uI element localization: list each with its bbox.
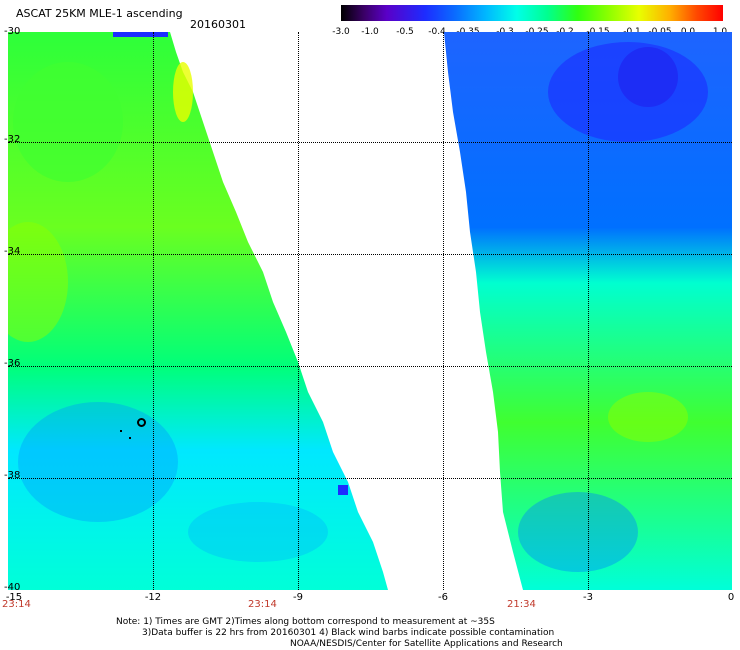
lat-label-32: -32 xyxy=(4,134,21,145)
lon-label-minus-9: -9 xyxy=(293,592,303,603)
colorbar-label: -1.0 xyxy=(361,27,379,37)
lon-label-minus-6: -6 xyxy=(438,592,448,603)
lon-label-0: 0 xyxy=(727,592,735,603)
colorbar-label: -0.4 xyxy=(428,27,446,37)
lon-label-minus-15: -15 xyxy=(5,592,23,603)
map-area xyxy=(8,32,732,590)
contamination-marker xyxy=(137,418,146,427)
lon-label-minus-3: -3 xyxy=(583,592,593,603)
date-text: 20160301 xyxy=(190,18,246,31)
time-label-right: 21:34 xyxy=(507,599,536,610)
left-swath xyxy=(8,32,388,590)
wind-barb-dot xyxy=(120,430,122,432)
lat-label-38: -38 xyxy=(4,470,21,481)
colorbar-label: -0.5 xyxy=(396,27,414,37)
lat-label-34: -34 xyxy=(4,246,21,257)
lat-label-36: -36 xyxy=(4,358,21,369)
note-line-1: Note: 1) Times are GMT 2)Times along bot… xyxy=(116,617,495,627)
lat-label-30: -30 xyxy=(4,26,21,37)
note-line-3: NOAA/NESDIS/Center for Satellite Applica… xyxy=(290,639,563,649)
lon-label-minus-12: -12 xyxy=(144,592,162,603)
wind-barb-dot xyxy=(129,437,131,439)
time-label-left: 23:14 xyxy=(2,599,31,610)
scatterometer-swaths xyxy=(8,32,732,590)
time-label-middle: 23:14 xyxy=(248,599,277,610)
colorbar-label: -3.0 xyxy=(332,27,350,37)
colorbar xyxy=(341,5,723,21)
title-text: ASCAT 25KM MLE-1 ascending xyxy=(16,7,183,20)
note-line-2: 3)Data buffer is 22 hrs from 20160301 4)… xyxy=(142,628,555,638)
lat-label-40: -40 xyxy=(4,582,21,593)
